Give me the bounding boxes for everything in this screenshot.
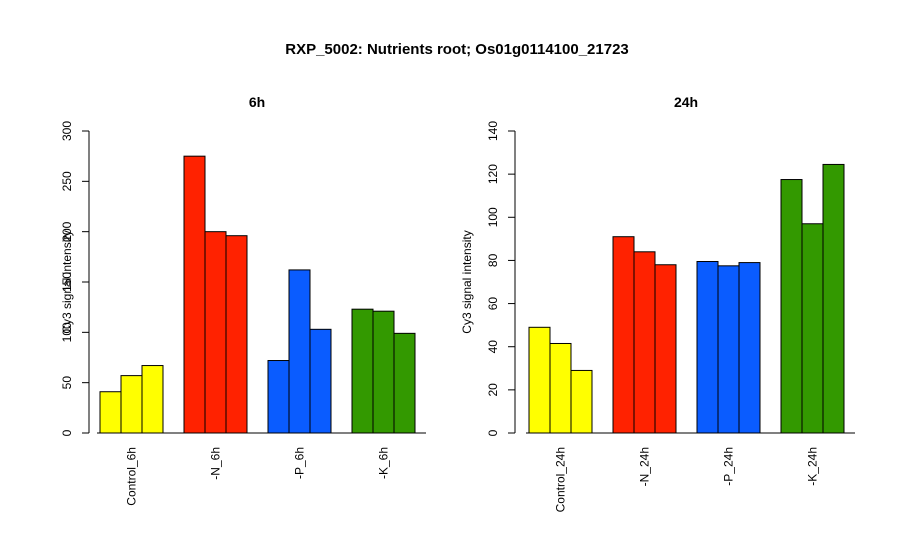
y-tick-label: 0 — [486, 429, 500, 436]
bar--N_24h-1 — [612, 236, 635, 434]
y-tick-label: 120 — [486, 164, 500, 184]
y-tick-label: 140 — [486, 121, 500, 141]
y-tick-label: 200 — [60, 221, 74, 241]
bar-Control_6h-1 — [99, 391, 122, 434]
x-tick-label: -K_24h — [806, 447, 820, 486]
bar--P_6h-1 — [267, 360, 290, 434]
panel-24h: 24h Cy3 signal intensity 0 20 40 60 80 100 120… — [460, 94, 855, 512]
y-tick-label: 20 — [486, 383, 500, 397]
y-axis-label-6h: Cy3 signal intensity — [60, 230, 74, 333]
y-tick-label: 250 — [60, 171, 74, 191]
bar--P_24h-1 — [696, 261, 719, 434]
bar--K_24h-1 — [780, 179, 803, 434]
y-tick-label: 0 — [60, 429, 74, 436]
y-tick-label: 100 — [60, 322, 74, 342]
bar--K_24h-2 — [801, 223, 824, 434]
y-tick-label: 150 — [60, 272, 74, 292]
panel-title-6h: 6h — [249, 94, 265, 110]
y-tick-label: 60 — [486, 297, 500, 311]
x-tick-label: -P_6h — [293, 447, 307, 479]
panel-title-24h: 24h — [674, 94, 698, 110]
y-tick-label: 50 — [60, 376, 74, 390]
x-tick-label: Control_24h — [554, 447, 568, 512]
bar--K_24h-3 — [822, 163, 845, 434]
y-tick-label: 100 — [486, 207, 500, 227]
bar--K_6h-3 — [393, 332, 416, 434]
x-tick-label: -N_6h — [209, 447, 223, 480]
bar--N_6h-3 — [225, 235, 248, 434]
bar-Control_24h-3 — [570, 369, 593, 434]
bar--N_24h-2 — [633, 251, 656, 434]
bar--P_6h-2 — [288, 269, 311, 434]
y-tick-label: 300 — [60, 121, 74, 141]
bar--K_6h-1 — [351, 308, 374, 434]
bar-Control_24h-1 — [528, 326, 551, 434]
bar--N_6h-1 — [183, 155, 206, 434]
y-tick-label: 80 — [486, 253, 500, 267]
x-tick-label: -K_6h — [377, 447, 391, 479]
x-tick-label: -P_24h — [722, 447, 736, 486]
bar--P_24h-3 — [738, 262, 761, 434]
x-tick-label: Control_6h — [125, 447, 139, 506]
bar-Control_6h-2 — [120, 375, 143, 434]
y-axis-label-24h: Cy3 signal intensity — [460, 230, 474, 333]
y-tick-label: 40 — [486, 340, 500, 354]
panel-6h: 6h Cy3 signal intensity 0 50 100 150 200 250 3… — [60, 94, 426, 506]
bar-Control_24h-2 — [549, 342, 572, 434]
bar--P_24h-2 — [717, 265, 740, 434]
bar-Control_6h-3 — [141, 365, 164, 434]
bar--N_6h-2 — [204, 231, 227, 434]
bar--K_6h-2 — [372, 310, 395, 434]
x-tick-label: -N_24h — [638, 447, 652, 486]
bar--P_6h-3 — [309, 328, 332, 434]
main-title: RXP_5002: Nutrients root; Os01g0114100_2… — [285, 41, 629, 58]
bar--N_24h-3 — [654, 264, 677, 434]
